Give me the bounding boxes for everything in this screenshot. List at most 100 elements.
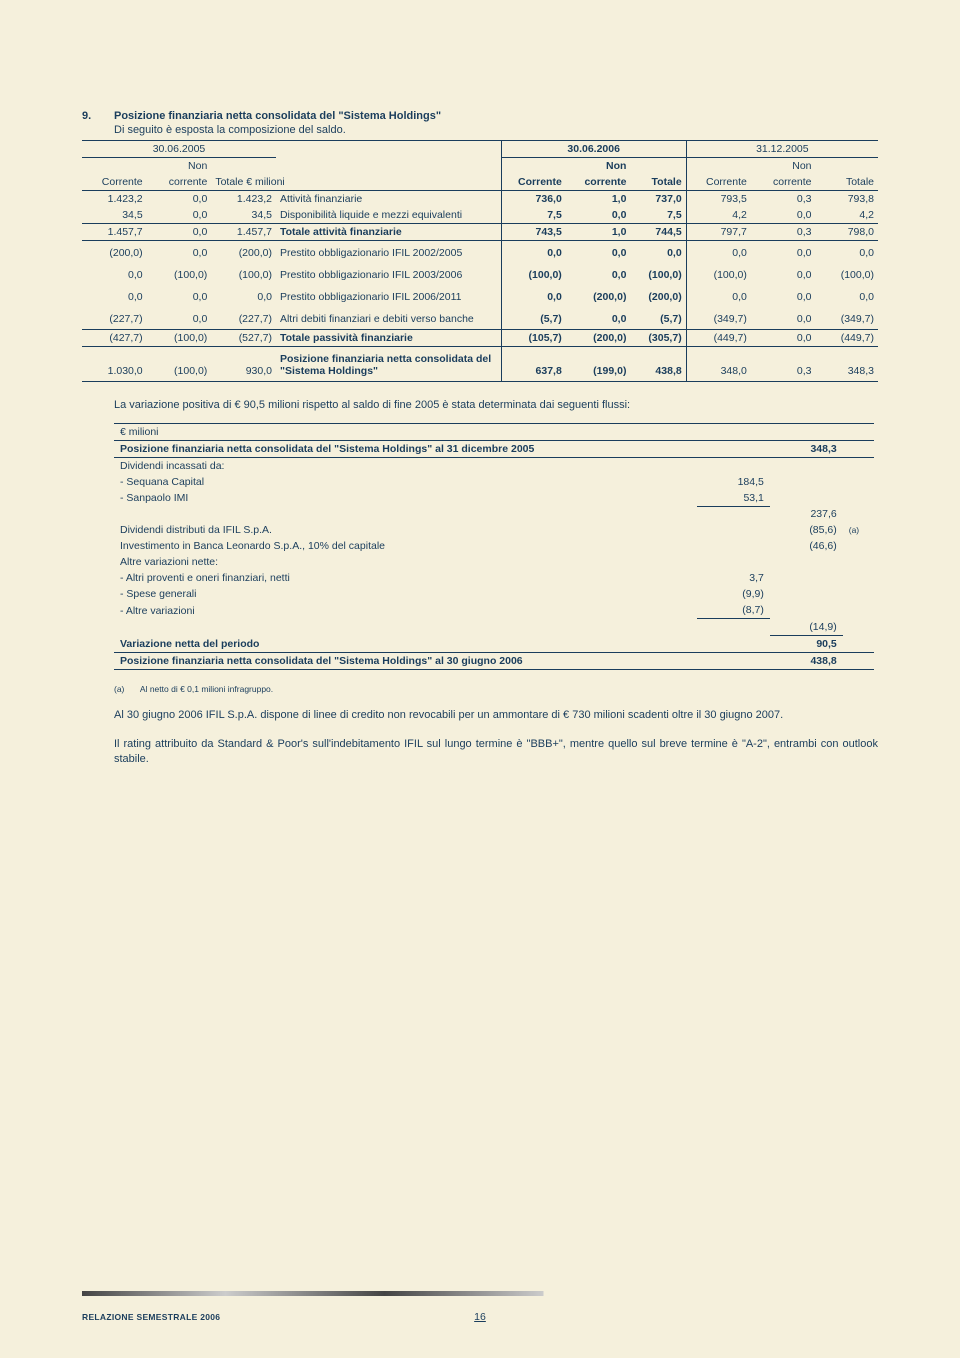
row-desc: Prestito obbligazionario IFIL 2003/2006 <box>276 263 501 285</box>
row-value: (200,0) <box>630 285 686 307</box>
row-desc: Totale passività finanziarie <box>276 330 501 347</box>
t2-av3-val: (8,7) <box>697 602 770 619</box>
table-row: (227,7)0,0(227,7)Altri debiti finanziari… <box>82 307 878 330</box>
t2-unit: € milioni <box>114 423 697 440</box>
row-value: 0,0 <box>147 207 212 224</box>
header-non: Non <box>147 158 212 175</box>
t2-ifil-note: (a) <box>843 522 874 538</box>
row-value: 737,0 <box>630 191 686 208</box>
row-value: 793,5 <box>686 191 751 208</box>
row-value: (449,7) <box>816 330 878 347</box>
row-value: 637,8 <box>501 347 566 382</box>
header-spacer <box>276 141 501 158</box>
row-value: 1,0 <box>566 191 631 208</box>
header-corrente: Corrente <box>82 174 147 191</box>
row-value: 438,8 <box>630 347 686 382</box>
row-value: 0,0 <box>147 241 212 264</box>
footnote-text: Al netto di € 0,1 milioni infragruppo. <box>140 684 273 694</box>
section-number: 9. <box>82 110 114 122</box>
row-desc: Prestito obbligazionario IFIL 2006/2011 <box>276 285 501 307</box>
row-value: 1.457,7 <box>211 224 276 241</box>
header-2006: 30.06.2006 <box>501 141 686 158</box>
row-value: 0,0 <box>147 191 212 208</box>
row-value: 1.457,7 <box>82 224 147 241</box>
row-value: 0,0 <box>686 241 751 264</box>
footer-label: RELAZIONE SEMESTRALE 2006 <box>82 1312 220 1322</box>
row-value: 4,2 <box>686 207 751 224</box>
t2-av1-val: 3,7 <box>697 570 770 586</box>
row-value: 930,0 <box>211 347 276 382</box>
t2-ifil-val: (85,6) <box>770 522 843 538</box>
row-value: 1.423,2 <box>211 191 276 208</box>
row-desc: Disponibilità liquide e mezzi equivalent… <box>276 207 501 224</box>
t2-div-total: 237,6 <box>770 506 843 522</box>
t2-div1-label: - Sequana Capital <box>114 474 697 490</box>
row-value: 1,0 <box>566 224 631 241</box>
row-value: (100,0) <box>816 263 878 285</box>
row-value: (449,7) <box>686 330 751 347</box>
row-value: 0,0 <box>816 241 878 264</box>
row-value: 0,0 <box>566 263 631 285</box>
row-value: 348,3 <box>816 347 878 382</box>
row-value: (200,0) <box>566 330 631 347</box>
section-subtitle: Di seguito è esposta la composizione del… <box>114 124 878 136</box>
row-value: (100,0) <box>147 330 212 347</box>
row-value: 0,0 <box>566 307 631 330</box>
table-row: (427,7)(100,0)(527,7)Totale passività fi… <box>82 330 878 347</box>
row-value: (227,7) <box>82 307 147 330</box>
row-value: (105,7) <box>501 330 566 347</box>
row-value: 0,0 <box>147 307 212 330</box>
row-value: 7,5 <box>501 207 566 224</box>
t2-closing-label: Posizione finanziaria netta consolidata … <box>114 652 697 669</box>
row-value: 0,0 <box>751 207 816 224</box>
header-totale: Totale <box>630 174 686 191</box>
row-value: 798,0 <box>816 224 878 241</box>
row-value: 348,0 <box>686 347 751 382</box>
table-row: 34,50,034,5Disponibilità liquide e mezzi… <box>82 207 878 224</box>
header-2005b: 31.12.2005 <box>686 141 878 158</box>
row-value: 4,2 <box>816 207 878 224</box>
variation-table: € milioni Posizione finanziaria netta co… <box>114 423 874 670</box>
row-value: 0,0 <box>816 285 878 307</box>
row-value: 0,0 <box>147 285 212 307</box>
row-value: 7,5 <box>630 207 686 224</box>
row-desc: Prestito obbligazionario IFIL 2002/2005 <box>276 241 501 264</box>
t2-div2-label: - Sanpaolo IMI <box>114 490 697 507</box>
row-value: 0,0 <box>501 241 566 264</box>
t2-var-label: Variazione netta del periodo <box>114 635 697 652</box>
row-value: (100,0) <box>147 347 212 382</box>
t2-altre-label: Altre variazioni nette: <box>114 554 697 570</box>
row-value: 0,0 <box>751 330 816 347</box>
t2-ifil-label: Dividendi distributi da IFIL S.p.A. <box>114 522 697 538</box>
row-desc: Attività finanziarie <box>276 191 501 208</box>
header-totale: Totale <box>816 174 878 191</box>
row-value: 0,3 <box>751 191 816 208</box>
header-totale-label: Totale € milioni <box>211 174 501 191</box>
t2-closing-val: 438,8 <box>770 652 843 669</box>
row-value: 0,0 <box>630 241 686 264</box>
row-value: 0,0 <box>686 285 751 307</box>
header-corrente: Corrente <box>686 174 751 191</box>
footer-bar <box>82 1291 878 1296</box>
row-value: 0,0 <box>82 285 147 307</box>
row-value: 0,0 <box>751 263 816 285</box>
footnote: (a) Al netto di € 0,1 milioni infragrupp… <box>114 684 878 694</box>
row-value: (200,0) <box>82 241 147 264</box>
row-value: 34,5 <box>211 207 276 224</box>
t2-opening-val: 348,3 <box>770 440 843 457</box>
row-desc: Altri debiti finanziari e debiti verso b… <box>276 307 501 330</box>
body-paragraph: Il rating attribuito da Standard & Poor'… <box>114 737 878 767</box>
t2-div1-val: 184,5 <box>697 474 770 490</box>
t2-av2-val: (9,9) <box>697 586 770 602</box>
t2-banca-label: Investimento in Banca Leonardo S.p.A., 1… <box>114 538 697 554</box>
row-value: (200,0) <box>211 241 276 264</box>
t2-av3-label: - Altre variazioni <box>114 602 697 619</box>
row-value: 0,3 <box>751 347 816 382</box>
table-row: 0,0(100,0)(100,0)Prestito obbligazionari… <box>82 263 878 285</box>
row-value: 0,0 <box>147 224 212 241</box>
row-value: 0,0 <box>566 207 631 224</box>
row-value: 0,0 <box>566 241 631 264</box>
row-value: (305,7) <box>630 330 686 347</box>
t2-div2-val: 53,1 <box>697 490 770 507</box>
table-header-row: Non Non Non <box>82 158 878 175</box>
